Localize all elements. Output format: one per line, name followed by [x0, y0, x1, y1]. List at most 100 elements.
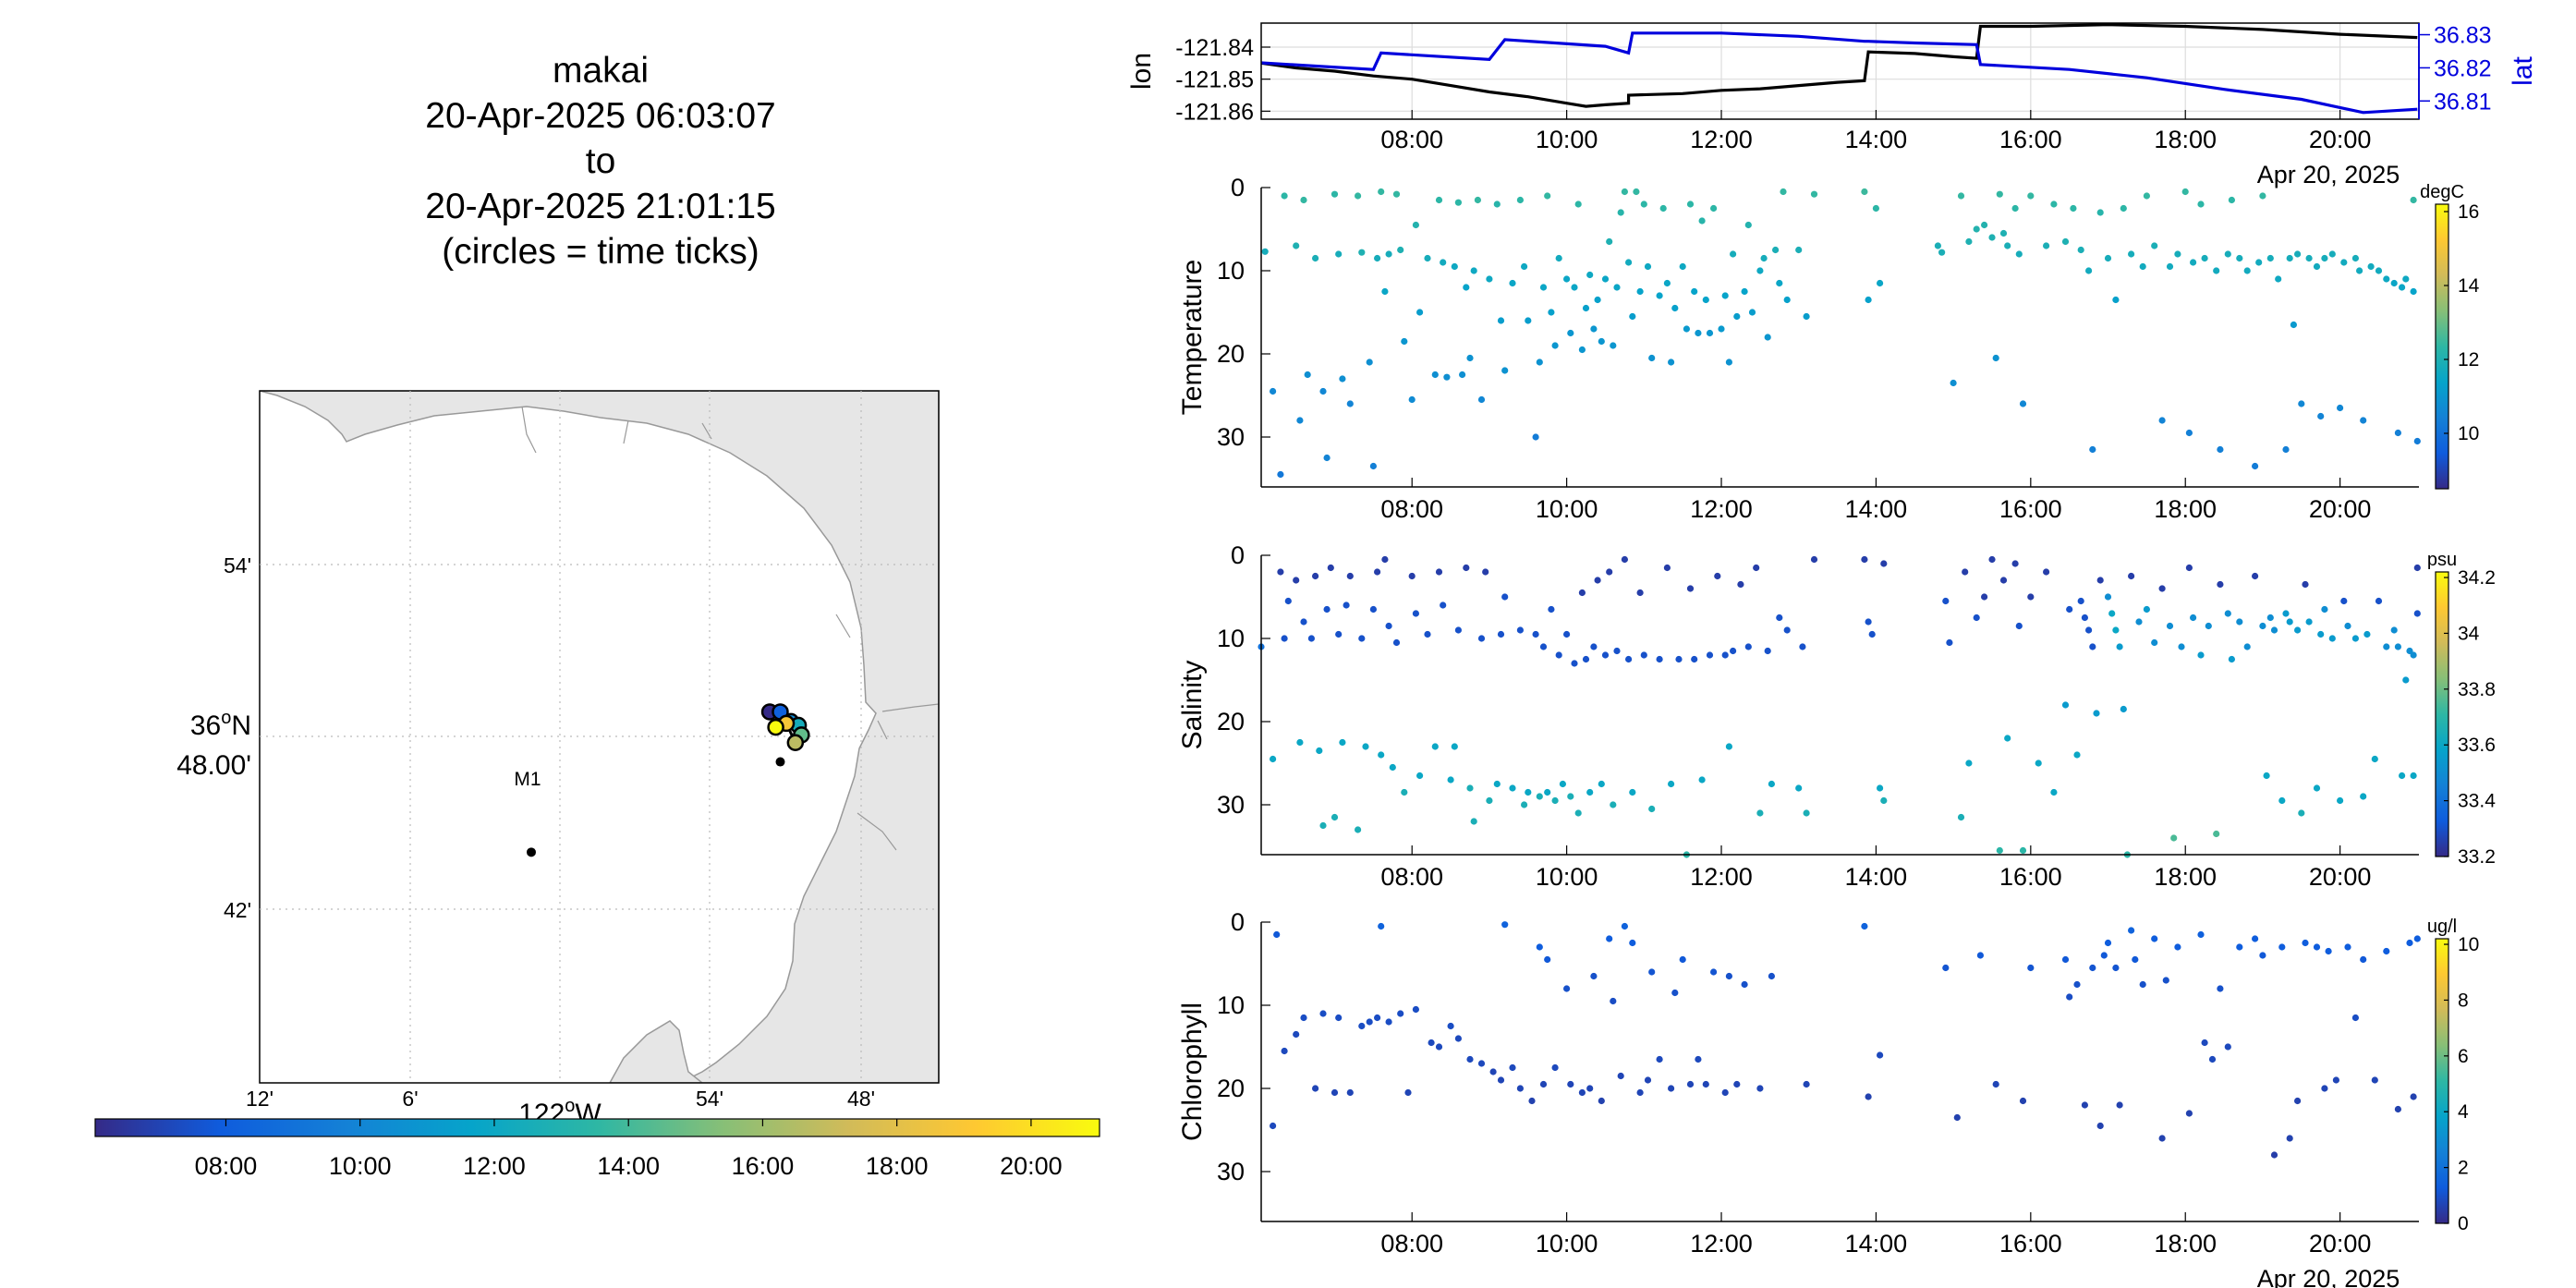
chlorophyll-colorbar-label: 4 — [2458, 1101, 2469, 1123]
temperature-data-point — [2217, 445, 2224, 454]
chlorophyll-data-point — [2185, 1110, 2193, 1117]
salinity-data-point — [2294, 626, 2302, 634]
temperature-data-point — [1539, 284, 1548, 291]
map-lat-tick-2: 42' — [224, 898, 251, 922]
chlorophyll-data-point — [1273, 930, 1281, 939]
chlorophyll-data-point — [1598, 1097, 1605, 1105]
temperature-data-point — [1516, 196, 1524, 204]
salinity-colorbar-units: psu — [2427, 550, 2457, 570]
temperature-data-point — [1563, 275, 1571, 283]
time-colorbar-label: 20:00 — [1000, 1152, 1063, 1180]
salinity-data-point — [1675, 655, 1683, 663]
track-ylabel-lat: lat — [2508, 55, 2538, 85]
salinity-data-point — [2104, 593, 2112, 601]
salinity-data-point — [1477, 635, 1486, 642]
temperature-data-point — [2313, 262, 2321, 271]
temperature-data-point — [1323, 454, 1331, 462]
temperature-data-point — [1744, 221, 1752, 229]
salinity-data-point — [1408, 572, 1416, 580]
temperature-data-point — [1501, 367, 1509, 374]
title-to: to — [585, 141, 616, 181]
temperature-data-point — [2004, 242, 2011, 249]
salinity-data-point — [2120, 705, 2127, 713]
chlorophyll-xtick-label: 16:00 — [1999, 1230, 2062, 1258]
chlorophyll-data-point — [2360, 955, 2367, 964]
temperature-data-point — [2224, 250, 2231, 258]
salinity-data-point — [1307, 635, 1315, 642]
salinity-data-point — [2298, 809, 2305, 817]
salinity-data-point — [1339, 738, 1346, 747]
chlorophyll-data-point — [2252, 935, 2259, 942]
temperature-data-point — [1656, 292, 1663, 299]
temperature-data-point — [2317, 412, 2325, 420]
salinity-colorbar — [2435, 571, 2449, 857]
temperature-data-point — [2185, 429, 2193, 437]
temperature-data-point — [1451, 262, 1458, 271]
temperature-data-point — [2061, 237, 2070, 246]
temperature-data-point — [1532, 433, 1539, 441]
temperature-data-point — [1571, 284, 1578, 291]
temperature-data-point — [1659, 204, 1667, 213]
salinity-data-point — [1277, 568, 1284, 576]
temperature-data-point — [1331, 190, 1339, 198]
chlorophyll-data-point — [2116, 1101, 2123, 1109]
salinity-data-point — [1501, 593, 1509, 601]
temperature-data-point — [1772, 246, 1780, 254]
salinity-data-point — [1725, 743, 1732, 750]
chlorophyll-colorbar-label: 8 — [2458, 990, 2469, 1011]
salinity-data-point — [2340, 597, 2348, 605]
temperature-data-point — [2166, 262, 2174, 271]
salinity-data-point — [2143, 605, 2150, 614]
temperature-data-point — [1470, 267, 1477, 274]
salinity-data-point — [2108, 610, 2116, 617]
temperature-data-point — [1957, 192, 1965, 200]
temperature-ytick-label: 10 — [1217, 257, 1245, 285]
temperature-data-point — [1525, 317, 1532, 324]
temperature-data-point — [2356, 267, 2363, 274]
chlorophyll-data-point — [1668, 1085, 1675, 1092]
chlorophyll-data-point — [1509, 1063, 1516, 1072]
chlorophyll-data-point — [2394, 1105, 2401, 1113]
temperature-data-point — [2027, 192, 2035, 200]
chlorophyll-data-point — [1281, 1047, 1288, 1055]
salinity-data-point — [1392, 638, 1401, 647]
salinity-data-point — [2077, 597, 2084, 605]
chlorophyll-data-point — [1551, 1063, 1559, 1072]
salinity-data-point — [2066, 605, 2073, 614]
track-xtick-label: 20:00 — [2309, 126, 2372, 153]
salinity-data-point — [1555, 651, 1562, 659]
chlorophyll-data-point — [1501, 921, 1509, 929]
salinity-data-point — [2337, 796, 2344, 805]
time-tick-circle — [767, 718, 784, 736]
temperature-data-point — [2390, 279, 2398, 287]
temperature-data-point — [1934, 242, 1941, 249]
temperature-data-point — [2337, 404, 2344, 412]
salinity-data-point — [1536, 793, 1543, 800]
temperature-data-point — [1358, 249, 1366, 256]
chlorophyll-data-point — [1536, 943, 1543, 951]
temperature-data-point — [1296, 417, 1304, 424]
chlorophyll-data-point — [2096, 1122, 2104, 1130]
chlorophyll-data-point — [1710, 968, 1718, 976]
salinity-xtick-label: 08:00 — [1380, 863, 1443, 891]
salinity-data-point — [1424, 630, 1431, 638]
salinity-data-point — [1539, 643, 1548, 650]
chlorophyll-data-point — [2104, 939, 2112, 947]
temperature-data-point — [1760, 254, 1768, 262]
salinity-data-point — [1648, 805, 1656, 813]
chlorophyll-data-point — [2236, 943, 2243, 951]
chlorophyll-data-point — [1435, 1043, 1443, 1051]
chlorophyll-data-point — [1953, 1113, 1961, 1122]
salinity-data-point — [2081, 614, 2088, 622]
temperature-data-point — [1633, 188, 1640, 196]
salinity-data-point — [2185, 564, 2193, 572]
salinity-data-point — [1343, 601, 1350, 609]
chlorophyll-data-point — [1733, 1080, 1741, 1088]
chlorophyll-data-point — [1756, 1085, 1764, 1092]
start-time: 20-Apr-2025 06:03:07 — [425, 96, 776, 136]
chlorophyll-data-point — [2061, 955, 2070, 964]
temperature-data-point — [2282, 445, 2290, 454]
map-tick-labels: 12' 6' 54' 48' 122oW 54' 42' 36oN 48.00' — [176, 553, 875, 1129]
salinity-data-point — [2302, 580, 2309, 589]
salinity-data-point — [2073, 751, 2081, 759]
